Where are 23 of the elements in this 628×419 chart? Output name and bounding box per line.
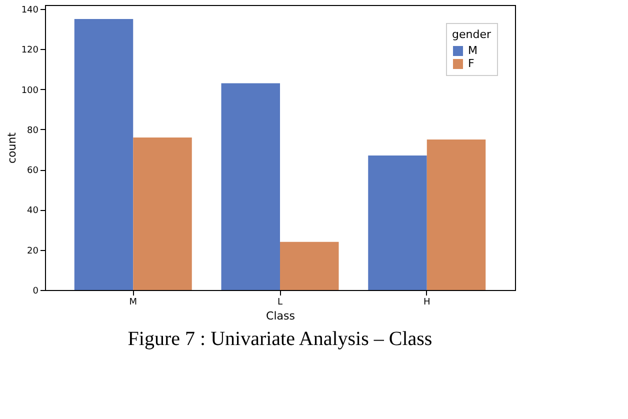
bar — [426, 139, 486, 290]
legend-label: F — [468, 57, 474, 70]
legend-label: M — [468, 44, 478, 57]
x-tick-label: H — [423, 298, 430, 308]
y-tick-label: 140 — [21, 6, 39, 16]
legend-title: gender — [452, 28, 492, 41]
y-tick-label: 80 — [27, 126, 39, 136]
x-tick-label: L — [277, 298, 283, 308]
y-axis-title: count — [5, 132, 18, 164]
y-tick-label: 60 — [27, 166, 39, 176]
y-tick-label: 20 — [27, 246, 39, 256]
y-tick-label: 120 — [21, 46, 39, 56]
bar — [280, 242, 339, 290]
y-tick-label: 40 — [27, 206, 39, 216]
x-axis-title: Class — [266, 310, 296, 322]
y-tick-label: 0 — [32, 286, 39, 296]
x-tick-label: M — [129, 298, 138, 308]
bar — [133, 137, 192, 290]
y-tick-label: 100 — [21, 86, 39, 96]
bar — [74, 19, 134, 290]
bar — [368, 156, 427, 290]
caption: Figure 7 : Univariate Analysis – Class — [128, 328, 432, 350]
bar — [221, 83, 280, 290]
